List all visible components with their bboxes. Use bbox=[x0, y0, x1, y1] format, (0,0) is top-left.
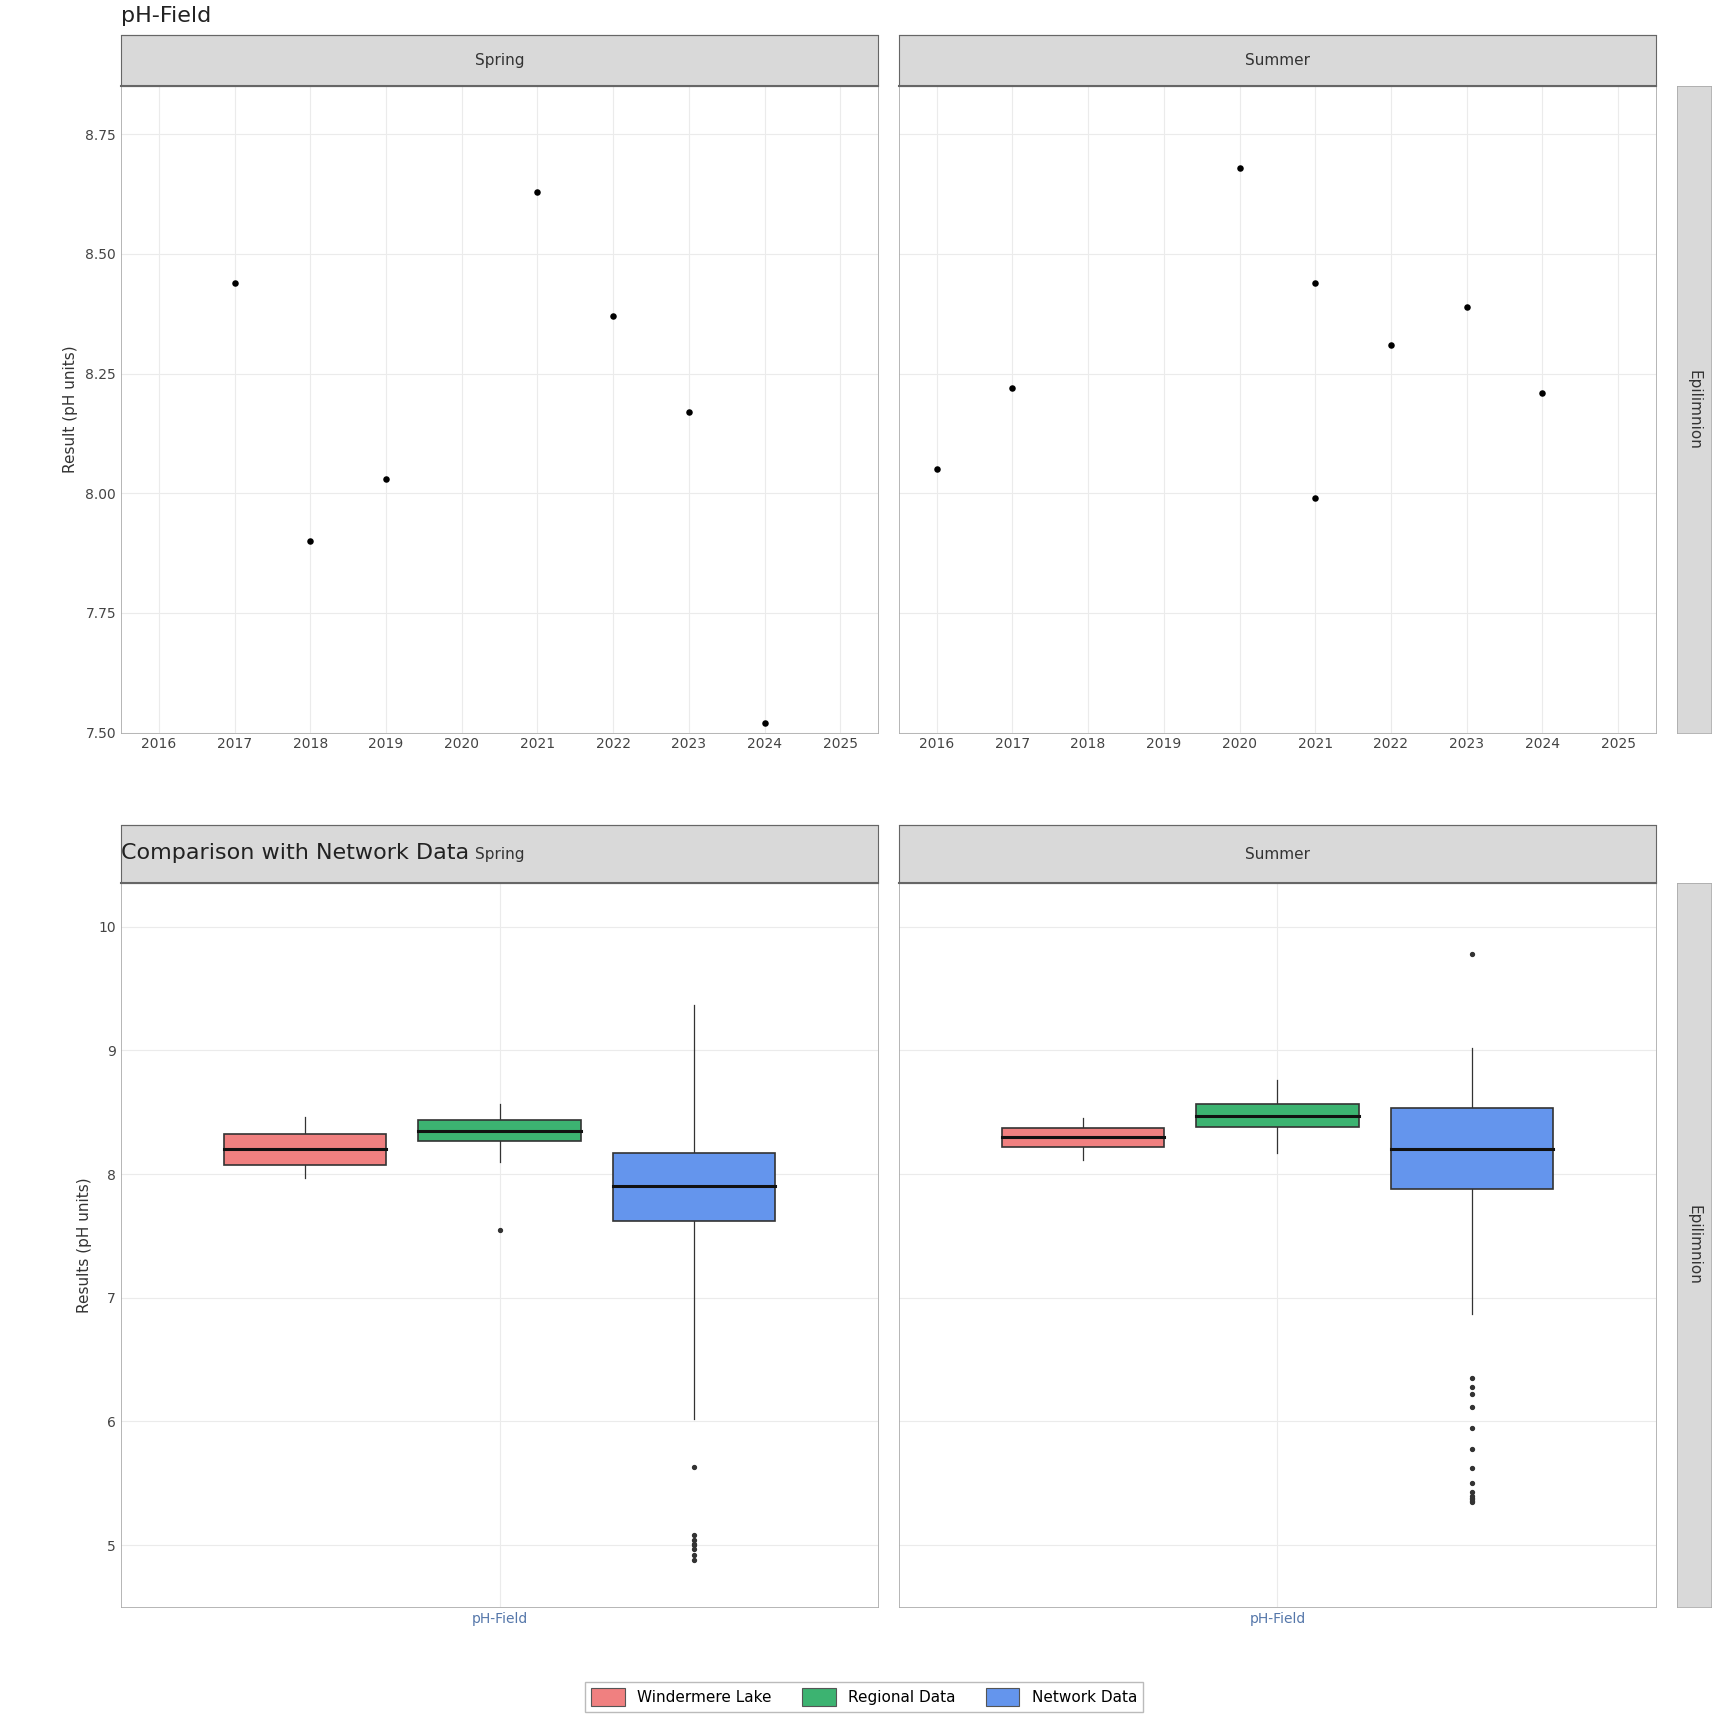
Point bbox=[524, 178, 551, 206]
Bar bbox=[613, 1153, 776, 1222]
Point bbox=[600, 302, 627, 330]
Bar bbox=[899, 826, 1655, 883]
Point bbox=[1301, 484, 1329, 511]
Text: Epilimnion: Epilimnion bbox=[1687, 370, 1700, 449]
Point bbox=[1529, 378, 1557, 406]
Text: Spring: Spring bbox=[475, 54, 524, 67]
Text: Summer: Summer bbox=[1244, 54, 1310, 67]
Bar bbox=[121, 35, 878, 86]
Text: Summer: Summer bbox=[1244, 847, 1310, 862]
Point bbox=[923, 456, 950, 484]
Legend: Windermere Lake, Regional Data, Network Data: Windermere Lake, Regional Data, Network … bbox=[584, 1681, 1144, 1712]
Bar bbox=[1196, 1104, 1358, 1127]
Bar bbox=[1002, 1128, 1165, 1147]
Point bbox=[750, 708, 778, 736]
Point bbox=[999, 375, 1026, 403]
Text: Comparison with Network Data: Comparison with Network Data bbox=[121, 843, 468, 862]
Point bbox=[1453, 292, 1481, 320]
Y-axis label: Results (pH units): Results (pH units) bbox=[76, 1177, 92, 1313]
Point bbox=[1301, 270, 1329, 297]
Bar bbox=[418, 1120, 581, 1140]
Y-axis label: Result (pH units): Result (pH units) bbox=[64, 346, 78, 473]
Bar bbox=[223, 1135, 385, 1165]
Bar bbox=[121, 826, 878, 883]
Point bbox=[297, 527, 325, 555]
Bar bbox=[1391, 1108, 1553, 1189]
Point bbox=[1377, 332, 1405, 359]
Point bbox=[372, 465, 399, 492]
Text: Spring: Spring bbox=[475, 847, 524, 862]
Point bbox=[676, 397, 703, 425]
Point bbox=[221, 270, 249, 297]
Bar bbox=[899, 35, 1655, 86]
Text: pH-Field: pH-Field bbox=[121, 5, 211, 26]
Point bbox=[1225, 154, 1253, 181]
Text: Epilimnion: Epilimnion bbox=[1687, 1204, 1700, 1286]
